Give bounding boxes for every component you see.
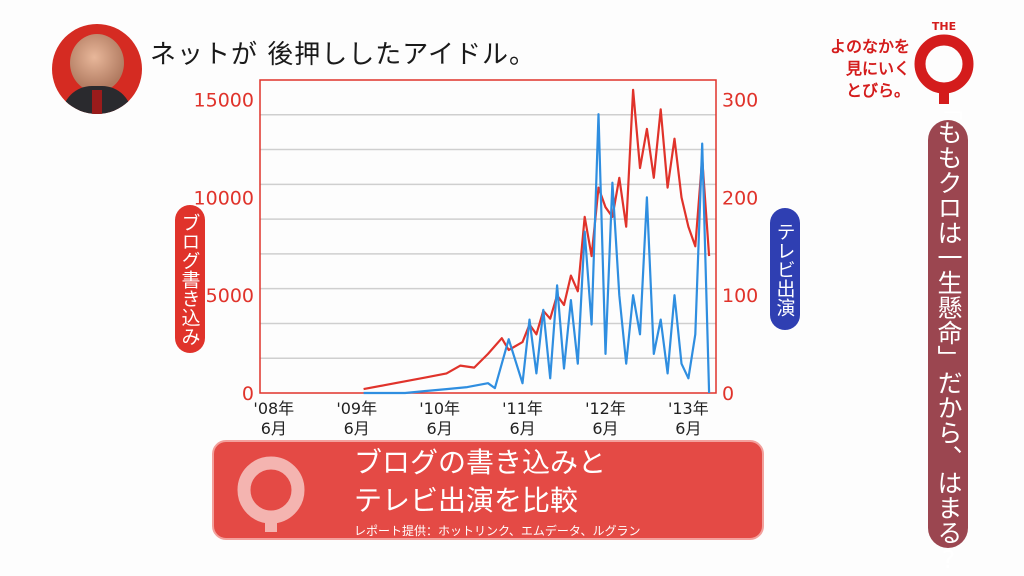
y-left-tick-label: 15000 <box>194 90 254 112</box>
x-tick-label: '11年 <box>502 399 543 418</box>
x-tick-label: '09年 <box>336 399 377 418</box>
banner-title-line: テレビ出演を比較 <box>354 484 579 517</box>
y-left-tick-label: 5000 <box>206 285 254 307</box>
banner-title: ブログの書き込みと テレビ出演を比較 <box>354 444 606 520</box>
plot-frame <box>259 79 717 394</box>
show-tagline: よのなかを 見にいく とびら。 <box>810 36 910 102</box>
series-line-blog <box>363 88 711 391</box>
tagline-line: よのなかを <box>829 37 910 56</box>
x-tick-label: '08年 <box>253 399 294 418</box>
x-tick-label: 6月 <box>427 419 453 438</box>
q-logo-icon <box>914 34 974 104</box>
x-tick-label: 6月 <box>675 419 701 438</box>
side-caption: 「ももクロは一生懸命」だから、はまる? <box>928 95 968 574</box>
x-tick-label: 6月 <box>509 419 535 438</box>
y-right-tick-label: 200 <box>722 187 758 209</box>
chart-caption-banner: ブログの書き込みと テレビ出演を比較 レポート提供：ホットリンク、エムデータ、ル… <box>212 440 764 540</box>
q-logo-icon <box>237 456 305 532</box>
headline: ネットが 後押ししたアイドル。 <box>150 40 536 70</box>
x-tick-label: 6月 <box>592 419 618 438</box>
series-line-tv <box>363 113 711 395</box>
y-left-tick-label: 0 <box>242 383 254 405</box>
report-credit: レポート提供：ホットリンク、エムデータ、ルグラン <box>354 524 641 538</box>
y-right-label: テレビ出演 <box>770 208 800 330</box>
x-tick-label: 6月 <box>261 419 287 438</box>
y-left-label: ブログ書き込み <box>175 205 205 353</box>
x-tick-label: '12年 <box>585 399 626 418</box>
y-right-tick-label: 100 <box>722 285 758 307</box>
y-left-tick-label: 10000 <box>194 187 254 209</box>
y-right-tick-label: 300 <box>722 90 758 112</box>
tagline-line: 見にいく <box>845 59 910 78</box>
x-tick-label: '13年 <box>668 399 709 418</box>
host-avatar <box>52 24 142 114</box>
logo-word: THE <box>931 20 957 33</box>
x-tick-label: '10年 <box>419 399 460 418</box>
x-tick-label: 6月 <box>344 419 370 438</box>
tagline-line: とびら。 <box>845 81 910 100</box>
banner-title-line: ブログの書き込みと <box>354 446 607 479</box>
y-right-tick-label: 0 <box>722 383 734 405</box>
q-logo: THE <box>913 20 975 106</box>
